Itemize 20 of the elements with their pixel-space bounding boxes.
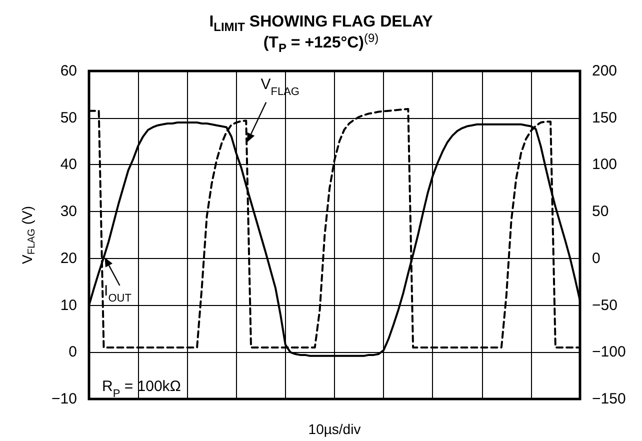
y2-tick-label: 200 [592, 62, 618, 80]
y-tick-label: 20 [60, 250, 77, 267]
y-axis-title: VFLAG (V) [19, 206, 38, 264]
y-tick-label: 40 [60, 156, 77, 174]
y2-tick-label: −50 [592, 296, 618, 314]
y-tick-label: −10 [52, 390, 77, 408]
y2-tick-label: −100 [592, 344, 626, 361]
y2-tick-label: 100 [592, 156, 618, 174]
y2-tick-label: −150 [592, 390, 626, 408]
y2-tick-label: 150 [592, 109, 618, 126]
y2-tick-label: 0 [592, 250, 600, 267]
y-tick-label: 0 [68, 344, 77, 361]
y-tick-label: 50 [60, 109, 77, 126]
x-axis-title: 10µs/div [308, 421, 361, 437]
y-tick-label: 60 [60, 62, 77, 80]
legend-label: I$_{OUT}$ [104, 282, 132, 304]
y-tick-label: 10 [60, 296, 77, 314]
annotation: R$_{P}$ = 100kΩ [102, 378, 182, 400]
y2-tick-label: 50 [592, 203, 609, 220]
y-tick-label: 30 [60, 203, 77, 220]
